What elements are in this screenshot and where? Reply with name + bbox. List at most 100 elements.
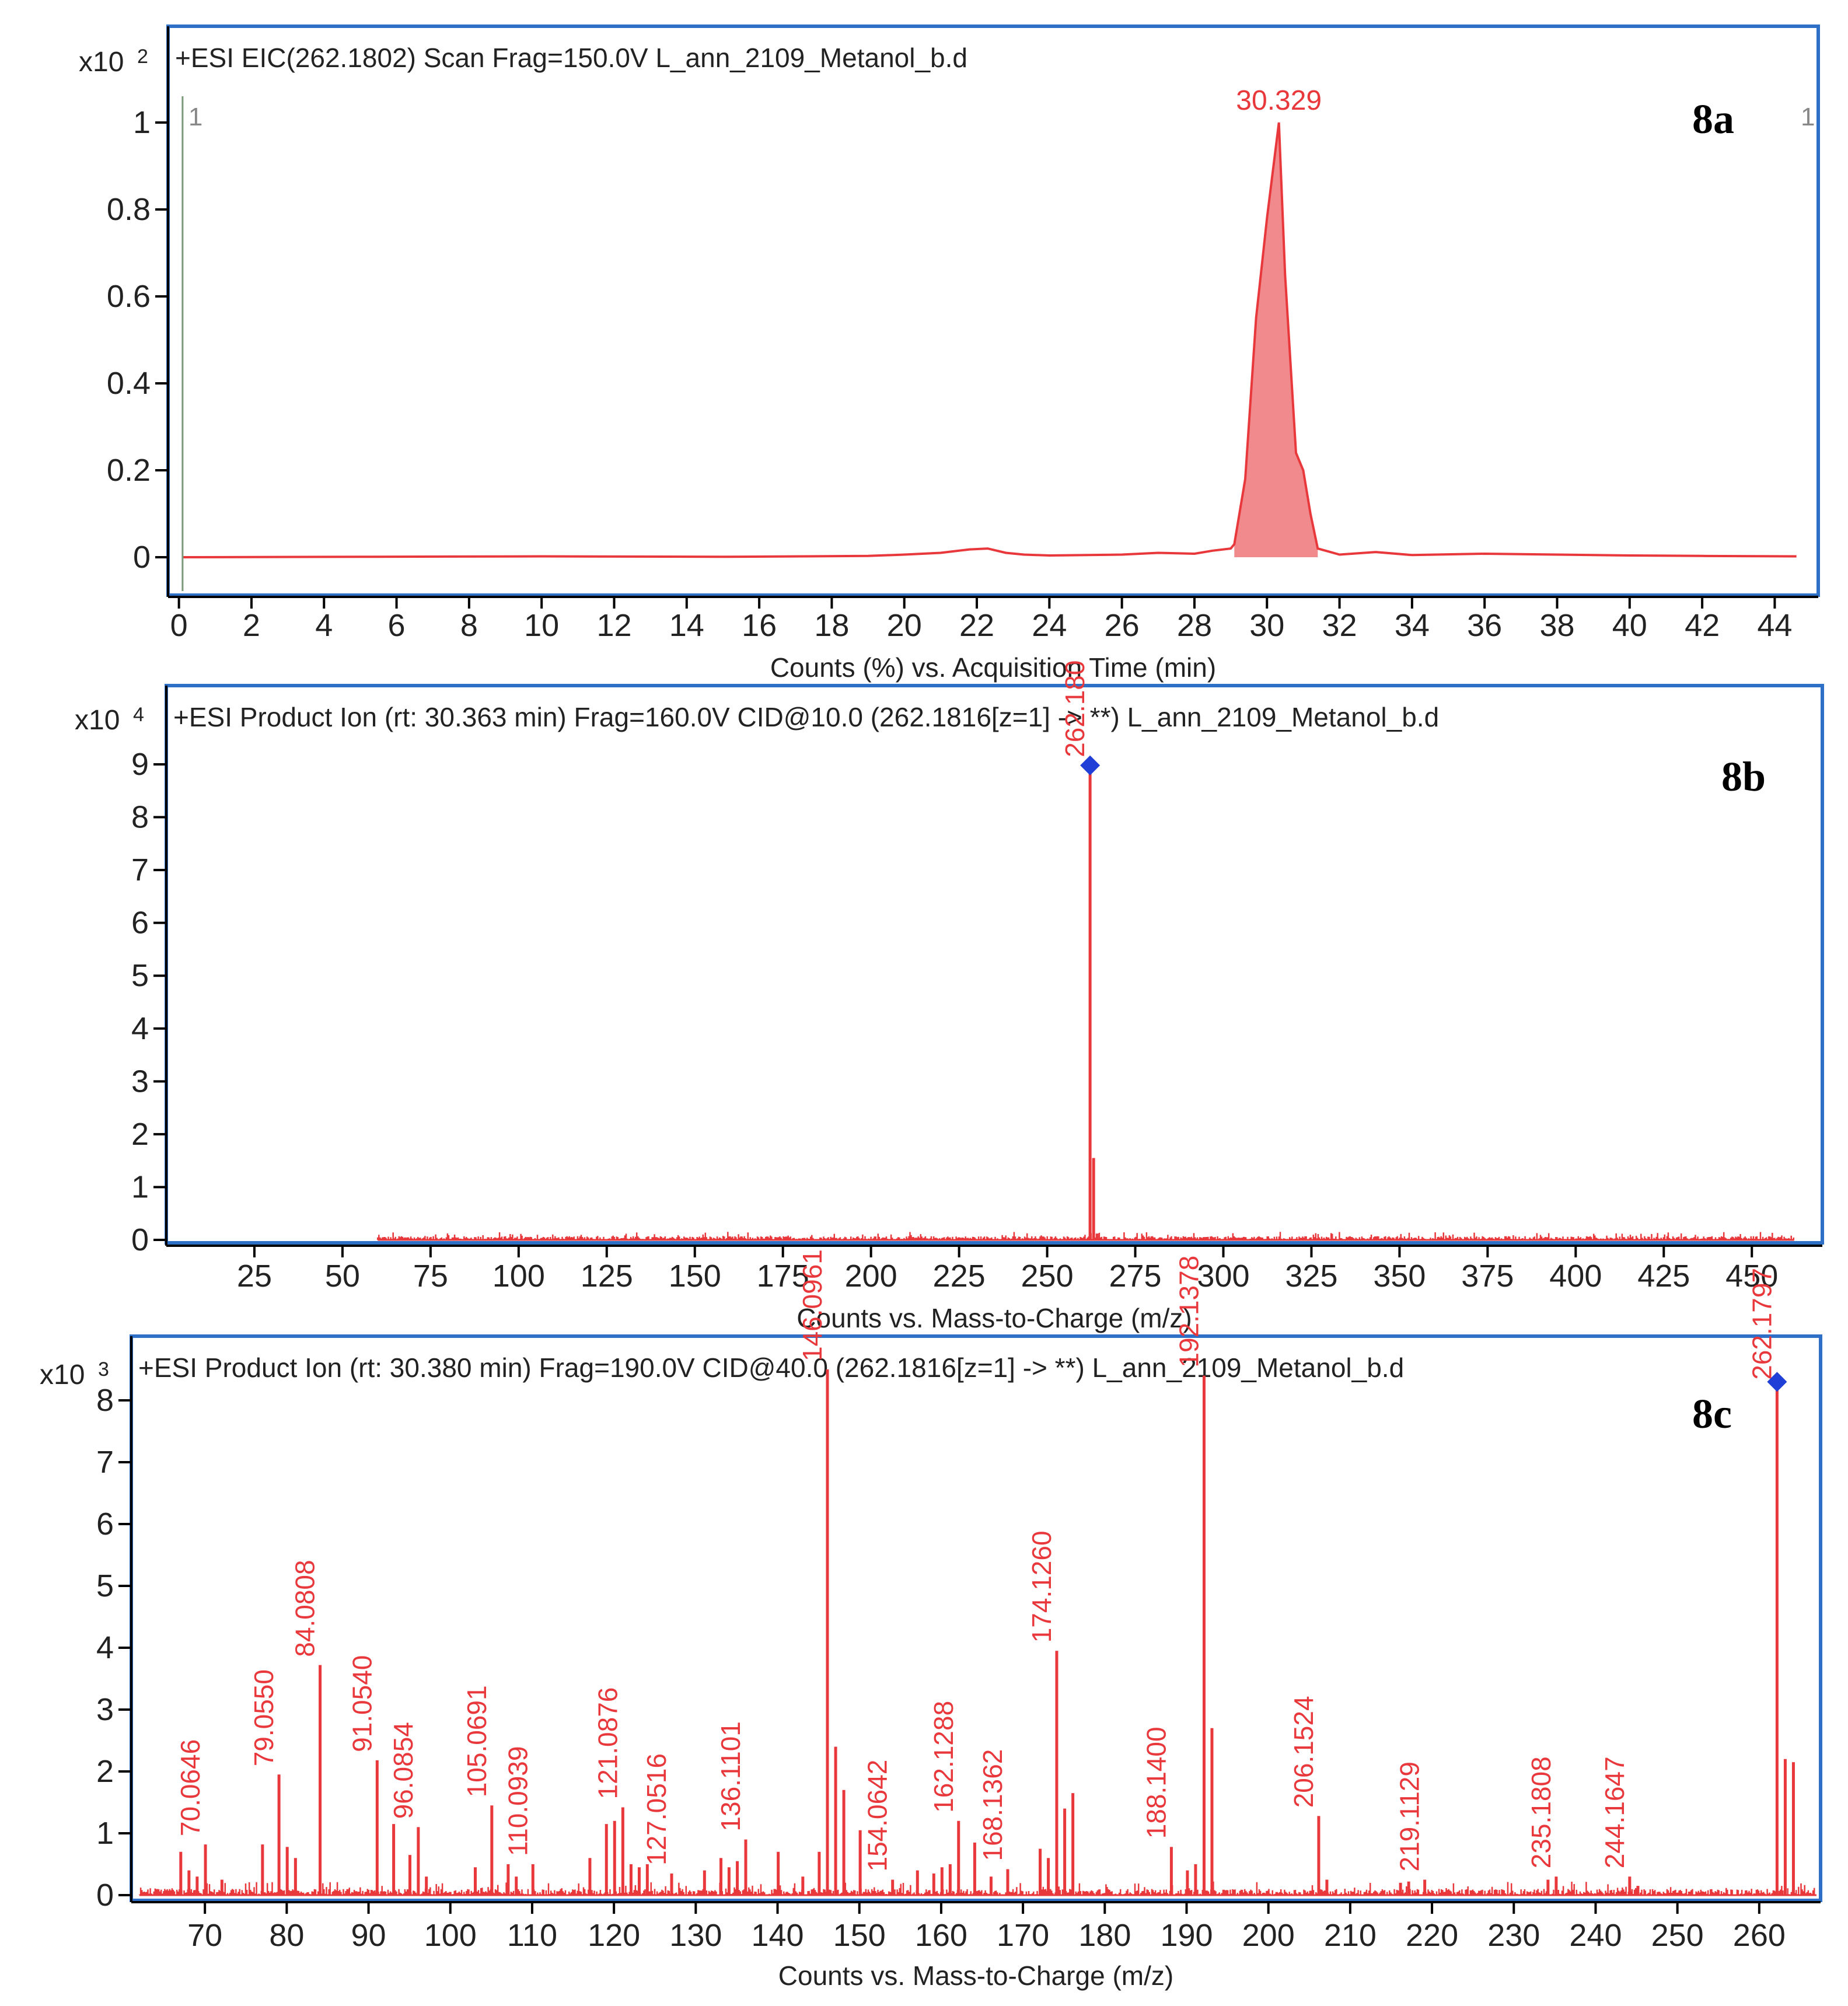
precursor-marker[interactable]: [1767, 1372, 1787, 1392]
y-tick-label: 1: [131, 1169, 149, 1204]
cursor-label: 1: [188, 103, 202, 131]
x-tick-label: 90: [351, 1918, 386, 1953]
peak-annotation: 110.0939: [502, 1746, 533, 1856]
x-tick-label: 200: [845, 1259, 897, 1294]
peak-annotation: 105.0691: [462, 1685, 492, 1797]
y-tick-label: 1: [133, 105, 151, 140]
y-tick-label: 0.8: [107, 192, 151, 227]
x-tick-label: 40: [1612, 608, 1647, 643]
y-scale-exponent: 4: [133, 704, 144, 726]
x-tick-label: 120: [588, 1918, 640, 1953]
peak-annotation: 168.1362: [977, 1749, 1008, 1861]
y-tick-label: 3: [96, 1692, 114, 1727]
peak-annotation: 96.0854: [388, 1722, 418, 1819]
peak-annotation: 154.0642: [862, 1760, 893, 1872]
x-tick-label: 4: [315, 608, 333, 643]
x-tick-label: 80: [269, 1918, 304, 1953]
peak-annotation: 262.1797: [1746, 1268, 1777, 1380]
y-tick-label: 0.2: [107, 453, 151, 488]
x-tick-label: 25: [237, 1259, 272, 1294]
y-tick-label: 9: [131, 747, 149, 782]
y-tick-label: 7: [131, 852, 149, 887]
peak-label: 30.329: [1236, 85, 1322, 116]
peak-annotation: 174.1260: [1026, 1530, 1057, 1642]
precursor-marker[interactable]: [1080, 755, 1101, 775]
peak-annotation: 262.180: [1060, 660, 1090, 757]
y-tick-label: 0.6: [107, 279, 151, 314]
y-tick-label: 0: [131, 1222, 149, 1257]
y-tick-label: 8: [131, 800, 149, 835]
x-tick-label: 42: [1685, 608, 1720, 643]
x-tick-label: 26: [1105, 608, 1140, 643]
x-tick-label: 34: [1395, 608, 1430, 643]
panel-8a: +ESI EIC(262.1802) Scan Frag=150.0V L_an…: [79, 25, 1820, 683]
x-tick-label: 2: [243, 608, 260, 643]
x-tick-label: 150: [833, 1918, 886, 1953]
peak-annotation: 70.0646: [175, 1739, 205, 1836]
x-tick-label: 150: [669, 1259, 721, 1294]
x-tick-label: 300: [1197, 1259, 1249, 1294]
x-tick-label: 200: [1242, 1918, 1295, 1953]
y-tick-label: 5: [96, 1568, 114, 1603]
y-scale-exponent: 3: [98, 1358, 109, 1381]
chart-title: +ESI EIC(262.1802) Scan Frag=150.0V L_an…: [175, 43, 967, 73]
x-tick-label: 10: [524, 608, 559, 643]
chart-title: +ESI Product Ion (rt: 30.363 min) Frag=1…: [173, 702, 1439, 732]
x-tick-label: 8: [460, 608, 478, 643]
x-tick-label: 210: [1324, 1918, 1377, 1953]
x-tick-label: 0: [170, 608, 188, 643]
panel-8c: +ESI Product Ion (rt: 30.380 min) Frag=1…: [40, 1249, 1822, 1991]
x-tick-label: 425: [1637, 1259, 1690, 1294]
x-tick-label: 22: [959, 608, 994, 643]
x-tick-label: 230: [1487, 1918, 1540, 1953]
x-tick-label: 140: [751, 1918, 804, 1953]
peak-annotation: 79.0550: [249, 1669, 279, 1766]
y-tick-label: 0: [133, 540, 151, 575]
peak-annotation: 219.1129: [1395, 1762, 1425, 1871]
x-tick-label: 350: [1373, 1259, 1426, 1294]
y-tick-label: 4: [131, 1011, 149, 1046]
peak-annotation: 162.1288: [928, 1701, 959, 1813]
peak-annotation: 206.1524: [1288, 1696, 1319, 1808]
x-tick-label: 180: [1078, 1918, 1131, 1953]
y-tick-label: 2: [131, 1117, 149, 1152]
peak-annotation: 91.0540: [347, 1655, 377, 1752]
x-tick-label: 24: [1032, 608, 1067, 643]
y-tick-label: 1: [96, 1816, 114, 1851]
x-tick-label: 18: [814, 608, 849, 643]
y-scale-label: x10: [79, 47, 124, 78]
x-tick-label: 32: [1322, 608, 1357, 643]
y-tick-label: 6: [96, 1507, 114, 1542]
x-tick-label: 325: [1285, 1259, 1337, 1294]
y-tick-label: 0.4: [107, 366, 151, 401]
x-axis-label: Counts vs. Mass-to-Charge (m/z): [778, 1960, 1173, 1991]
x-tick-label: 260: [1733, 1918, 1786, 1953]
y-tick-label: 5: [131, 958, 149, 993]
x-tick-label: 450: [1725, 1259, 1778, 1294]
y-scale-exponent: 2: [137, 46, 148, 68]
x-tick-label: 190: [1160, 1918, 1213, 1953]
x-tick-label: 100: [492, 1259, 545, 1294]
panel-label: 8a: [1692, 96, 1734, 142]
x-tick-label: 14: [669, 608, 704, 643]
y-tick-label: 6: [131, 906, 149, 941]
x-tick-label: 16: [742, 608, 777, 643]
peak-annotation: 84.0808: [290, 1560, 320, 1656]
peak-area-fill: [1234, 123, 1318, 557]
peak-annotation: 127.0516: [641, 1753, 672, 1865]
x-tick-label: 75: [413, 1259, 448, 1294]
x-tick-label: 28: [1177, 608, 1212, 643]
x-tick-label: 70: [187, 1918, 222, 1953]
y-tick-label: 0: [96, 1878, 114, 1913]
x-tick-label: 160: [915, 1918, 967, 1953]
x-tick-label: 375: [1461, 1259, 1514, 1294]
y-tick-label: 4: [96, 1630, 114, 1665]
eic-trace: [182, 122, 1797, 558]
cursor-right-label: 1: [1801, 103, 1815, 131]
y-scale-label: x10: [40, 1360, 85, 1390]
y-tick-label: 7: [96, 1445, 114, 1480]
peak-annotation: 136.1101: [715, 1721, 746, 1831]
x-tick-label: 125: [581, 1259, 633, 1294]
x-tick-label: 38: [1539, 608, 1574, 643]
